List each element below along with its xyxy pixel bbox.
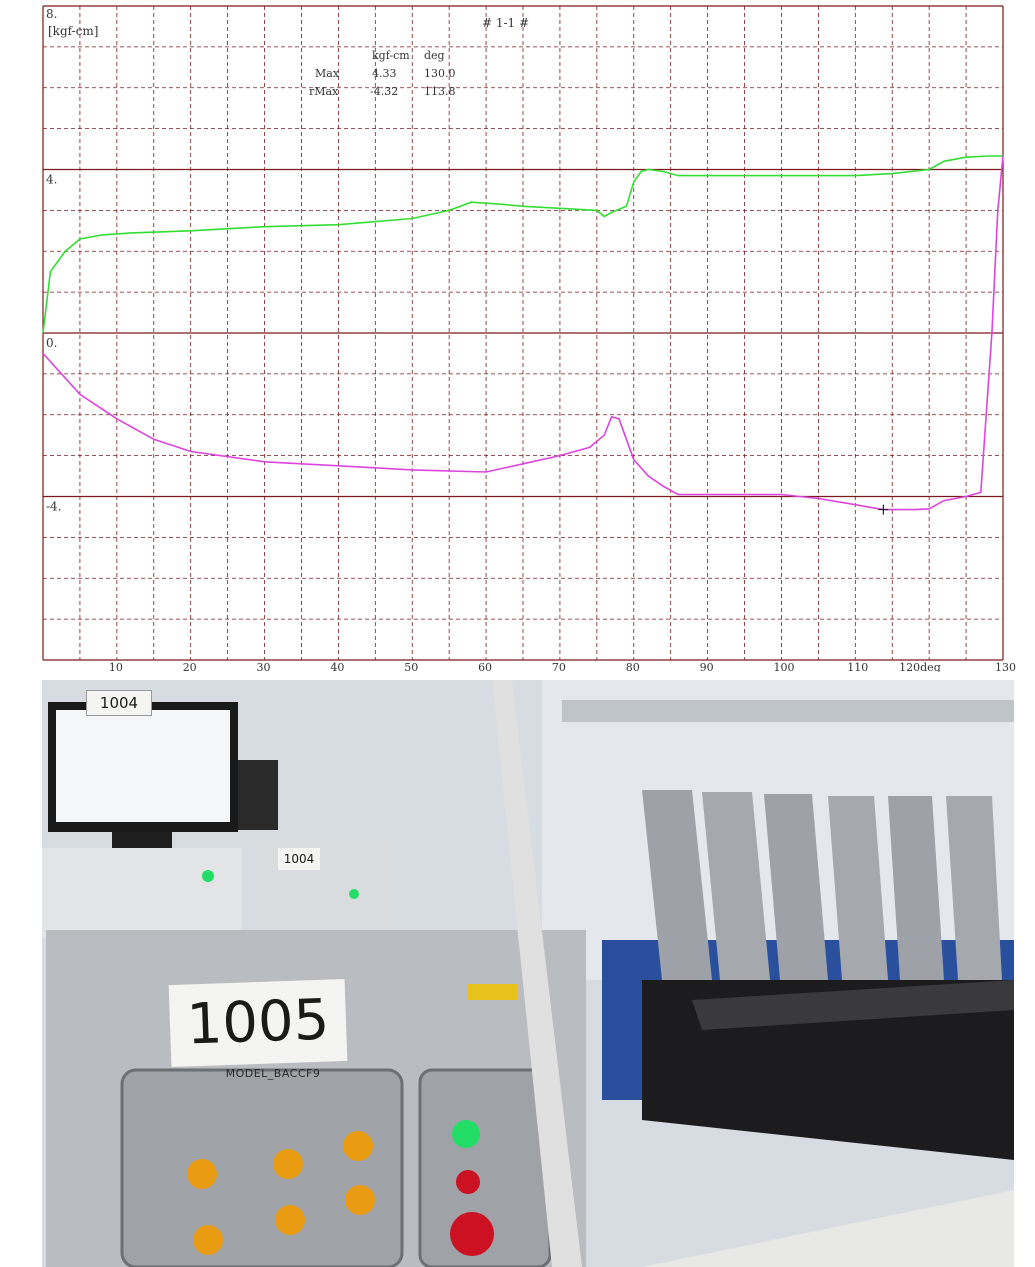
- y-tick-label: 8.: [46, 7, 57, 21]
- background-monitors: [238, 760, 278, 830]
- series-line-magenta: [42, 155, 1004, 511]
- station-label-1004-monitor: 1004: [86, 690, 152, 716]
- equipment-photo-drawing: [42, 680, 1014, 1267]
- measuring-ruler: [642, 1190, 1014, 1267]
- x-tick-label: 30: [257, 661, 271, 672]
- summary-header-kgf-cm: kgf-cm: [372, 49, 410, 62]
- model-plate: MODEL_BACCF9: [225, 1067, 321, 1080]
- amber-button[interactable]: [193, 1225, 223, 1255]
- amber-button[interactable]: [187, 1159, 217, 1189]
- x-tick-label: 120deg: [899, 661, 941, 672]
- x-tick-label: 60: [478, 661, 492, 672]
- amber-button[interactable]: [273, 1149, 303, 1179]
- chart-series: [42, 155, 1004, 511]
- summary-rmax-label: rMax: [309, 85, 339, 98]
- pressing-arms: [642, 790, 1002, 980]
- y-tick-label: 4.: [46, 173, 57, 187]
- summary-rmax-value: -4.32: [370, 85, 398, 98]
- y-axis-unit-label: [kgf-cm]: [48, 24, 98, 38]
- x-tick-label: 20: [183, 661, 197, 672]
- x-tick-label: 90: [700, 661, 714, 672]
- summary-header-deg: deg: [424, 49, 445, 62]
- amber-button[interactable]: [275, 1205, 305, 1235]
- warning-sticker: [468, 984, 518, 1000]
- tester-box-back: [42, 848, 242, 938]
- tester-box-1004: [256, 840, 392, 940]
- frame-post: [492, 680, 582, 1267]
- status-led-1004: [349, 889, 359, 899]
- x-tick-label: 70: [552, 661, 566, 672]
- equipment-photo: 1005 1004 1004 MODEL_BACCF9: [42, 680, 1014, 1267]
- min-marker: [878, 504, 889, 515]
- x-tick-label: 100: [773, 661, 794, 672]
- fixture-rail: [692, 980, 1014, 1030]
- chart-title: # 1-1 #: [482, 16, 529, 30]
- x-tick-label: 10: [109, 661, 123, 672]
- torque-chart: 8. 4. 0. -4. 10 20 30 40 50 60 70 80 90 100 110 120deg 1…: [42, 5, 1016, 672]
- summary-max-label: Max: [315, 67, 340, 80]
- x-tick-label: 40: [330, 661, 344, 672]
- x-tick-label: 130: [995, 661, 1016, 672]
- y-tick-label: -4.: [46, 500, 62, 514]
- status-led-back: [202, 870, 214, 882]
- monitor-screen: [56, 710, 230, 822]
- series-line-green: [42, 155, 1003, 334]
- control-panel-left: [120, 1068, 404, 1267]
- x-tick-label: 80: [626, 661, 640, 672]
- y-tick-label: 0.: [46, 336, 57, 350]
- chart-grid: [42, 5, 1004, 661]
- station-label-1004-box: 1004: [278, 848, 320, 870]
- chart-tick-labels: 8. 4. 0. -4. 10 20 30 40 50 60 70 80 90 100 110 120deg 1…: [46, 7, 1016, 672]
- green-indicator-light: [452, 1120, 480, 1148]
- amber-button[interactable]: [345, 1185, 375, 1215]
- amber-button[interactable]: [343, 1131, 373, 1161]
- x-tick-label: 50: [404, 661, 418, 672]
- top-beam: [562, 700, 1014, 722]
- summary-max-deg: 130.0: [424, 67, 456, 80]
- station-label-1005: 1005: [168, 978, 348, 1068]
- chart-markers: [878, 504, 889, 515]
- x-tick-label: 110: [847, 661, 868, 672]
- summary-rmax-deg: 113.8: [424, 85, 456, 98]
- red-button[interactable]: [456, 1170, 480, 1194]
- torque-chart-panel: 8. 4. 0. -4. 10 20 30 40 50 60 70 80 90 100 110 120deg 1…: [42, 5, 1016, 672]
- summary-max-value: 4.33: [372, 67, 397, 80]
- emergency-stop-button[interactable]: [450, 1212, 494, 1256]
